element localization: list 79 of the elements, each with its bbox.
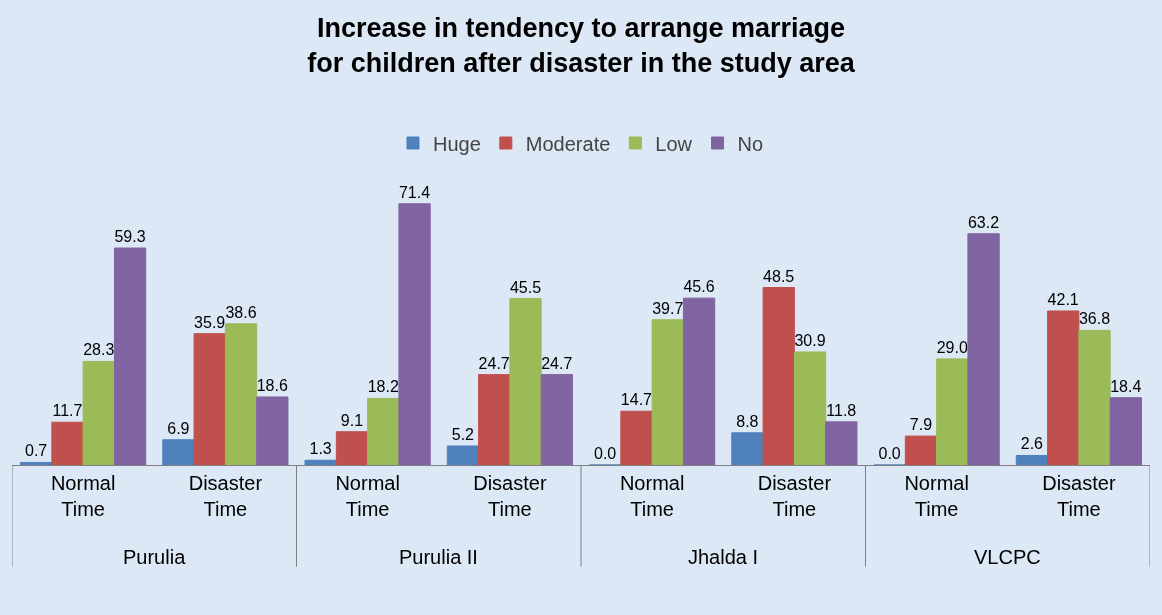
data-label: 0.0 bbox=[594, 445, 617, 462]
text: Purulia bbox=[123, 546, 187, 568]
text: Jhalda I bbox=[688, 546, 759, 568]
data-label: 7.9 bbox=[909, 416, 933, 434]
data-label: 9.1 bbox=[340, 411, 364, 429]
bar bbox=[1109, 397, 1142, 465]
bar bbox=[793, 351, 827, 465]
x-tick-label: Disaster Time bbox=[473, 472, 547, 520]
data-label: 1.3 bbox=[309, 440, 332, 458]
data-label: 18.4 bbox=[1110, 377, 1142, 395]
data-label: 59.3 bbox=[114, 228, 146, 246]
x-tick-label: Normal Time bbox=[335, 472, 400, 520]
bar bbox=[256, 396, 289, 465]
data-label: 42.1 bbox=[1047, 290, 1079, 308]
bar bbox=[478, 374, 511, 465]
bar bbox=[509, 298, 542, 465]
data-label: 45.5 bbox=[509, 278, 542, 296]
bar bbox=[82, 360, 115, 465]
bar bbox=[193, 333, 226, 465]
data-label: 38.6 bbox=[225, 303, 257, 321]
data-label: 0.7 bbox=[25, 442, 48, 460]
data-label: 36.8 bbox=[1078, 310, 1111, 328]
x-tick-label: Normal Time bbox=[619, 472, 685, 520]
bar bbox=[224, 323, 258, 465]
bar bbox=[682, 297, 716, 465]
data-label: 14.7 bbox=[620, 391, 653, 409]
chart-title: Increase in tendency to arrange marriage for children after disaster in the study area bbox=[307, 12, 856, 78]
bar bbox=[936, 358, 969, 465]
bar bbox=[113, 247, 147, 465]
bar bbox=[367, 397, 400, 465]
data-label: 24.7 bbox=[541, 354, 573, 372]
data-label: 30.9 bbox=[794, 331, 826, 349]
bar bbox=[304, 459, 337, 465]
bar bbox=[620, 410, 653, 465]
data-label: 8.8 bbox=[736, 412, 759, 430]
bar bbox=[731, 432, 764, 465]
legend-label: Low bbox=[655, 132, 693, 155]
data-label: 39.7 bbox=[652, 299, 684, 317]
bar bbox=[651, 319, 684, 465]
bar bbox=[540, 374, 573, 465]
bar bbox=[1015, 454, 1049, 465]
data-label: 71.4 bbox=[398, 183, 431, 201]
x-tick-label: Disaster Time bbox=[757, 472, 832, 520]
x-tick-label: Disaster Time bbox=[188, 472, 263, 520]
text: VLCPC bbox=[974, 546, 1041, 568]
data-label: 29.0 bbox=[936, 338, 968, 356]
x-tick-label: Normal Time bbox=[904, 472, 969, 520]
bar bbox=[967, 233, 1000, 465]
data-label: 24.7 bbox=[478, 354, 510, 372]
data-label: 2.6 bbox=[1020, 435, 1044, 453]
legend-label: Moderate bbox=[525, 132, 611, 155]
data-label: 63.2 bbox=[967, 213, 1000, 231]
bar bbox=[162, 439, 195, 465]
data-label: 11.7 bbox=[52, 402, 83, 420]
bar bbox=[398, 203, 431, 465]
data-label: 35.9 bbox=[194, 313, 226, 331]
data-label: 11.8 bbox=[826, 401, 857, 419]
data-label: 5.2 bbox=[451, 425, 475, 443]
data-label: 18.2 bbox=[367, 378, 399, 396]
text: Purulia II bbox=[399, 546, 478, 568]
bar bbox=[20, 461, 53, 465]
data-label: 6.9 bbox=[167, 419, 190, 437]
x-tick-label: Normal Time bbox=[50, 472, 116, 520]
legend-label: No bbox=[737, 132, 764, 155]
bar bbox=[762, 287, 795, 465]
data-label: 45.6 bbox=[683, 278, 715, 296]
data-label: 0.0 bbox=[878, 445, 901, 462]
data-label: 48.5 bbox=[763, 267, 795, 285]
data-label: 18.6 bbox=[256, 376, 288, 394]
legend-label: Huge bbox=[433, 132, 481, 155]
bar bbox=[446, 445, 480, 465]
bar bbox=[825, 421, 858, 465]
bar bbox=[1047, 310, 1080, 465]
data-label: 28.3 bbox=[83, 341, 115, 359]
x-tick-label: Disaster Time bbox=[1042, 472, 1116, 520]
bar bbox=[51, 421, 84, 465]
bar bbox=[335, 431, 369, 465]
bar bbox=[1078, 329, 1111, 465]
bar bbox=[904, 435, 938, 465]
